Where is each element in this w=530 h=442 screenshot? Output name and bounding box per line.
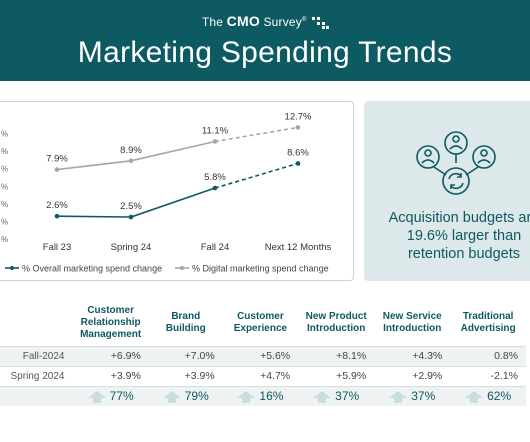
y-tick-label: %: [1, 235, 8, 244]
change-cell: 79%: [148, 385, 223, 406]
table-header-row: Customer Relationship Management Brand B…: [0, 300, 526, 346]
change-value: 62%: [487, 389, 512, 404]
brand-mark: ®: [302, 17, 307, 23]
change-value: 37%: [411, 389, 436, 404]
up-arrow-icon: [465, 391, 484, 404]
y-tick-label: %: [1, 130, 8, 139]
table-cell: +8.1%: [298, 345, 375, 366]
data-label: 7.9%: [46, 154, 68, 165]
info-text: Acquisition budgets are 19.6% larger tha…: [388, 210, 530, 262]
up-arrow-icon: [313, 391, 332, 404]
brand-suffix: Survey: [263, 15, 303, 29]
data-label: 8.6%: [287, 147, 309, 158]
chart-card: %%%%%%% Fall 23 Spring 24 Fall 24 Next 12 Mo…: [0, 101, 354, 281]
table-row: Spring 2024 +3.9% +3.9% +4.7% +5.9% +2.9…: [0, 365, 526, 386]
up-arrow-icon: [162, 391, 181, 404]
table-cell: +5.9%: [298, 365, 375, 386]
column-header: New Product Introduction: [305, 310, 367, 334]
header-banner: The CMO Survey® Marketing Spending Trend…: [0, 0, 530, 81]
info-card: Acquisition budgets are 19.6% larger tha…: [364, 101, 530, 281]
data-point: [295, 125, 301, 130]
row-label: [0, 385, 73, 406]
table-row: Fall-2024 +6.9% +7.0% +5.6% +8.1% +4.3% …: [0, 345, 526, 366]
change-value: 37%: [335, 389, 360, 404]
change-cell: 62%: [450, 385, 526, 406]
people-cycle-icon: [416, 131, 496, 195]
table-cell: +4.7%: [222, 365, 299, 386]
column-header: Customer Experience: [233, 310, 288, 334]
column-header: Traditional Advertising: [460, 310, 516, 334]
series-line-projected: [214, 126, 299, 143]
change-cell: 77%: [72, 385, 149, 406]
table-cell: +2.9%: [374, 365, 451, 386]
data-point: [212, 139, 218, 144]
x-tick-label: Fall 24: [201, 242, 230, 253]
y-tick-label: %: [1, 147, 8, 156]
y-tick-label: %: [1, 165, 8, 174]
series-line-projected: [214, 162, 299, 189]
up-arrow-icon: [87, 391, 106, 404]
data-label: 2.5%: [120, 201, 142, 212]
change-value: 16%: [259, 389, 284, 404]
brand-prefix: The: [201, 15, 224, 29]
legend-label: % Overall marketing spend change: [22, 264, 162, 274]
y-tick-label: %: [1, 200, 8, 209]
table-cell: -2.1%: [450, 365, 526, 386]
table-cell: +4.3%: [374, 345, 451, 366]
change-value: 79%: [184, 389, 209, 404]
data-point: [128, 214, 134, 220]
table-cell: 0.8%: [450, 345, 526, 366]
x-tick-label: Next 12 Months: [265, 242, 332, 253]
spend-table: Customer Relationship Management Brand B…: [0, 300, 526, 406]
table-cell: +3.9%: [72, 365, 149, 386]
legend-label: % Digital marketing spend change: [192, 264, 329, 274]
change-cell: 37%: [298, 385, 375, 406]
data-label: 8.9%: [120, 145, 142, 156]
x-tick-label: Fall 23: [43, 242, 72, 253]
column-header: New Service Introduction: [382, 310, 442, 334]
change-cell: 16%: [222, 385, 299, 406]
data-label: 5.8%: [204, 172, 226, 183]
legend-marker: [180, 266, 184, 270]
data-point: [295, 161, 301, 166]
column-header: Customer Relationship Management: [80, 304, 142, 340]
y-tick-label: %: [1, 182, 8, 191]
up-arrow-icon: [389, 391, 408, 404]
table-cell: +5.6%: [222, 345, 299, 366]
column-header: Brand Building: [165, 310, 206, 334]
page-title: Marketing Spending Trends: [77, 36, 453, 69]
data-label: 2.6%: [46, 200, 68, 211]
data-point: [54, 167, 60, 172]
table-cell: +6.9%: [72, 345, 149, 366]
x-tick-label: Spring 24: [111, 242, 152, 253]
legend-marker: [10, 266, 14, 270]
table-cell: +7.0%: [148, 345, 223, 366]
y-tick-label: %: [1, 217, 8, 226]
up-arrow-icon: [237, 391, 256, 404]
data-point: [128, 158, 134, 164]
table-corner: [0, 300, 72, 346]
data-point: [212, 185, 218, 191]
data-label: 11.1%: [202, 125, 229, 136]
change-cell: 37%: [374, 385, 451, 406]
line-chart: %%%%%%% Fall 23 Spring 24 Fall 24 Next 12 Mo…: [1, 111, 332, 274]
row-label: Spring 2024: [0, 365, 73, 386]
brand-logo: The CMO Survey®: [0, 13, 530, 29]
change-value: 77%: [109, 389, 134, 404]
data-point: [54, 213, 60, 219]
table-cell: +3.9%: [148, 365, 223, 386]
brand-dots-icon: [312, 16, 330, 29]
table-change-row: 77% 79% 16% 37% 37% 62%: [0, 385, 526, 406]
data-label: 12.7%: [285, 111, 312, 122]
brand-name: CMO: [226, 13, 260, 29]
row-label: Fall-2024: [0, 345, 73, 366]
